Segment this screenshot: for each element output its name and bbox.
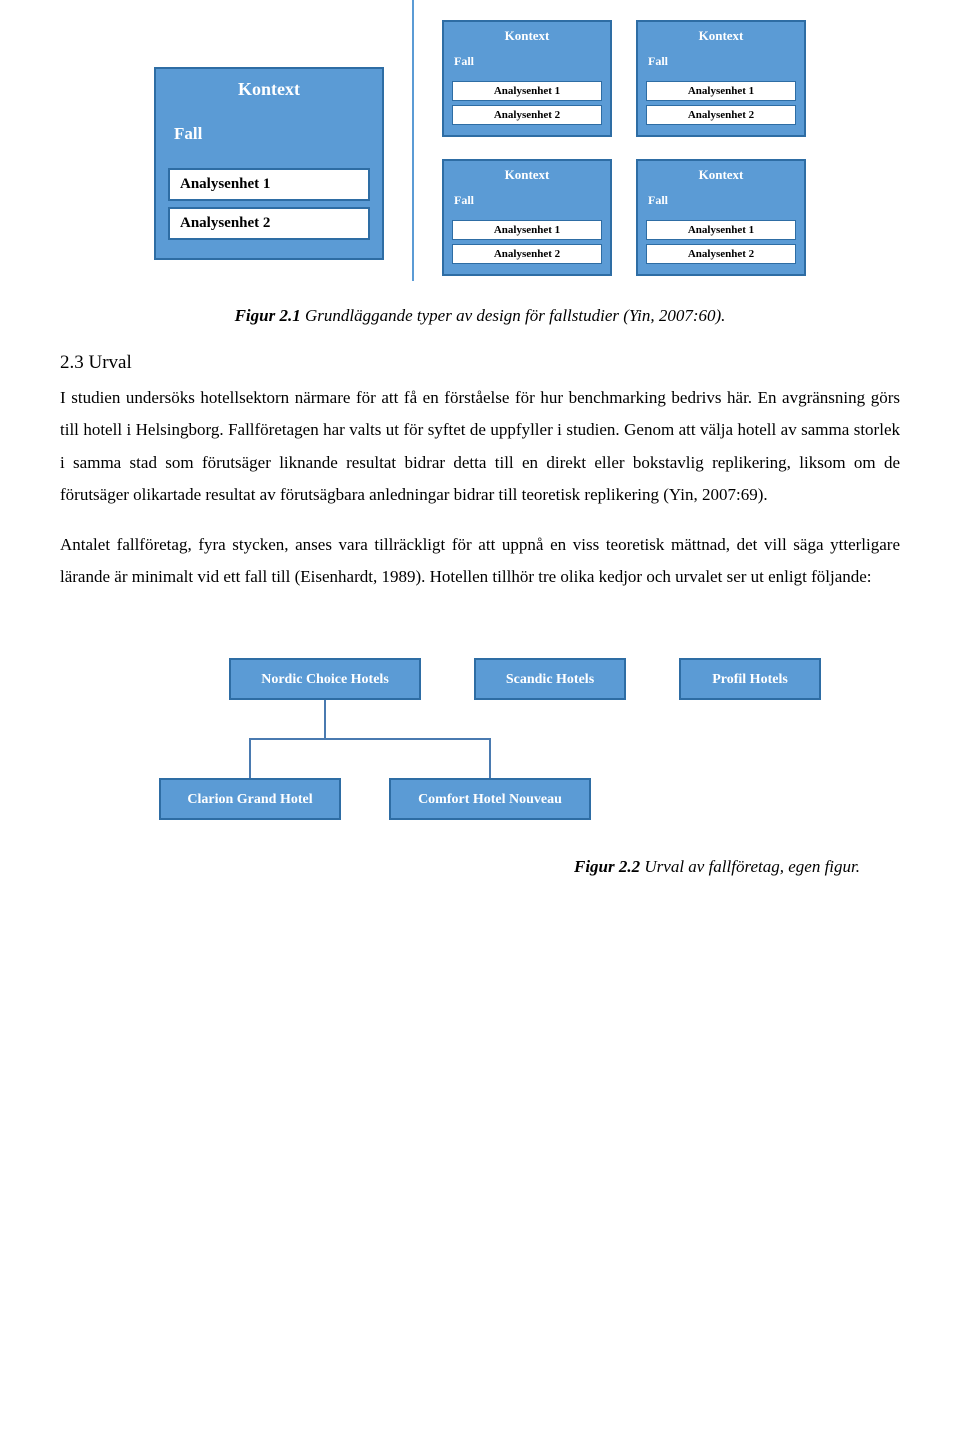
kontext-small-title: Kontext: [452, 167, 602, 183]
kontext-large-box: Kontext Fall Analysenhet 1 Analysenhet 2: [154, 67, 384, 260]
node-clarion-label: Clarion Grand Hotel: [187, 792, 312, 807]
analysenhet-small-box: Analysenhet 2: [646, 244, 796, 264]
kontext-small-subtitle: Fall: [646, 50, 796, 77]
kontext-small-box: Kontext Fall Analysenhet 1 Analysenhet 2: [636, 159, 806, 276]
paragraph-2: Antalet fallföretag, fyra stycken, anses…: [60, 529, 900, 594]
figure1-diagram: Kontext Fall Analysenhet 1 Analysenhet 2…: [60, 20, 900, 276]
figure2-diagram: Nordic Choice Hotels Scandic Hotels Prof…: [60, 629, 900, 839]
analysenhet-small-box: Analysenhet 2: [452, 244, 602, 264]
analysenhet-box: Analysenhet 1: [168, 168, 370, 201]
analysenhet-small-box: Analysenhet 1: [452, 81, 602, 101]
figure1-left-column: Kontext Fall Analysenhet 1 Analysenhet 2: [154, 20, 384, 276]
paragraph-1: I studien undersöks hotellsektorn närmar…: [60, 382, 900, 511]
node-comfort-label: Comfort Hotel Nouveau: [418, 792, 562, 807]
kontext-small-title: Kontext: [646, 167, 796, 183]
kontext-small-subtitle: Fall: [452, 50, 602, 77]
kontext-small-box: Kontext Fall Analysenhet 1 Analysenhet 2: [636, 20, 806, 137]
analysenhet-small-box: Analysenhet 1: [646, 81, 796, 101]
figure1-divider: [412, 0, 414, 281]
kontext-large-title: Kontext: [168, 79, 370, 100]
node-scandic-label: Scandic Hotels: [506, 672, 595, 687]
kontext-small-box: Kontext Fall Analysenhet 1 Analysenhet 2: [442, 159, 612, 276]
kontext-small-title: Kontext: [452, 28, 602, 44]
node-profil-label: Profil Hotels: [712, 672, 788, 687]
figure1-right-grid: Kontext Fall Analysenhet 1 Analysenhet 2…: [442, 20, 806, 276]
connector-line: [250, 699, 325, 779]
analysenhet-small-box: Analysenhet 1: [452, 220, 602, 240]
figure2-svg: Nordic Choice Hotels Scandic Hotels Prof…: [100, 629, 860, 839]
kontext-small-subtitle: Fall: [646, 189, 796, 216]
analysenhet-small-box: Analysenhet 2: [646, 105, 796, 125]
figure1-caption-label: Figur 2.1: [235, 306, 301, 325]
kontext-large-subtitle: Fall: [168, 114, 370, 162]
node-nordic-label: Nordic Choice Hotels: [261, 672, 389, 687]
connector-line: [325, 739, 490, 779]
figure1-caption-text: Grundläggande typer av design för fallst…: [301, 306, 726, 325]
kontext-small-box: Kontext Fall Analysenhet 1 Analysenhet 2: [442, 20, 612, 137]
figure2-caption: Figur 2.2 Urval av fallföretag, egen fig…: [60, 857, 900, 877]
analysenhet-box: Analysenhet 2: [168, 207, 370, 240]
kontext-small-subtitle: Fall: [452, 189, 602, 216]
kontext-small-title: Kontext: [646, 28, 796, 44]
figure1-caption: Figur 2.1 Grundläggande typer av design …: [60, 306, 900, 326]
figure2-caption-label: Figur 2.2: [574, 857, 640, 876]
analysenhet-small-box: Analysenhet 2: [452, 105, 602, 125]
section-heading: 2.3 Urval: [60, 352, 900, 374]
figure2-caption-text: Urval av fallföretag, egen figur.: [640, 857, 860, 876]
analysenhet-small-box: Analysenhet 1: [646, 220, 796, 240]
